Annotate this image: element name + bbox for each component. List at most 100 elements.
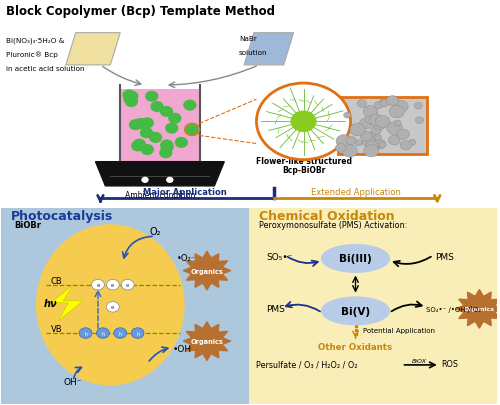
Circle shape — [184, 101, 196, 111]
Circle shape — [371, 127, 381, 135]
Circle shape — [416, 117, 424, 124]
Text: Other Oxidants: Other Oxidants — [318, 343, 392, 352]
Circle shape — [121, 280, 134, 290]
Circle shape — [371, 145, 378, 151]
Circle shape — [169, 114, 181, 124]
Text: Organics: Organics — [190, 268, 224, 274]
Circle shape — [357, 100, 366, 108]
Text: PMS: PMS — [435, 252, 454, 261]
Circle shape — [142, 178, 148, 183]
Circle shape — [386, 96, 398, 107]
Text: Bi(V): Bi(V) — [341, 306, 370, 316]
Circle shape — [376, 116, 390, 128]
Circle shape — [344, 113, 351, 119]
FancyBboxPatch shape — [249, 209, 496, 404]
Circle shape — [386, 123, 402, 135]
Circle shape — [146, 92, 158, 102]
Circle shape — [366, 133, 377, 143]
Circle shape — [389, 106, 404, 119]
Polygon shape — [456, 290, 500, 328]
Circle shape — [142, 119, 153, 128]
Circle shape — [161, 141, 172, 150]
Text: BiOBr: BiOBr — [14, 221, 41, 230]
Text: SO₅•⁻: SO₅•⁻ — [266, 252, 293, 261]
Circle shape — [123, 91, 135, 100]
Text: Bcp-BiOBr: Bcp-BiOBr — [282, 166, 325, 175]
Text: Peroxymonosulfate (PMS) Activation:: Peroxymonosulfate (PMS) Activation: — [259, 221, 407, 230]
Text: Block Copolymer (Bcp) Template Method: Block Copolymer (Bcp) Template Method — [6, 5, 276, 18]
Circle shape — [373, 120, 386, 130]
Circle shape — [126, 92, 138, 102]
Text: Ambient condition: Ambient condition — [124, 190, 195, 199]
Text: Persulfate / O₃ / H₂O₂ / O₂: Persulfate / O₃ / H₂O₂ / O₂ — [256, 359, 358, 368]
Text: in acetic acid solution: in acetic acid solution — [6, 66, 85, 72]
Circle shape — [363, 106, 377, 117]
Polygon shape — [183, 252, 230, 290]
Circle shape — [370, 115, 384, 126]
Text: Flower-like structured: Flower-like structured — [256, 156, 352, 165]
Circle shape — [374, 135, 382, 141]
Circle shape — [342, 145, 357, 158]
Circle shape — [151, 102, 163, 112]
Text: O₂: O₂ — [150, 227, 162, 237]
Polygon shape — [244, 34, 294, 66]
Circle shape — [365, 115, 378, 125]
Circle shape — [166, 124, 177, 134]
Circle shape — [354, 141, 362, 147]
Circle shape — [350, 124, 365, 136]
Circle shape — [360, 119, 372, 129]
Text: h: h — [118, 331, 122, 336]
Text: ROS: ROS — [441, 359, 458, 368]
FancyBboxPatch shape — [2, 209, 249, 404]
Circle shape — [134, 119, 146, 129]
Text: h: h — [102, 331, 104, 336]
Ellipse shape — [321, 244, 390, 273]
Text: Bi(NO₃)₃·5H₂O &: Bi(NO₃)₃·5H₂O & — [6, 38, 64, 44]
Circle shape — [374, 102, 383, 109]
Circle shape — [176, 138, 187, 148]
Text: Potential Application: Potential Application — [363, 327, 435, 333]
Circle shape — [96, 328, 110, 339]
Circle shape — [114, 328, 126, 339]
Circle shape — [365, 142, 378, 153]
Circle shape — [124, 95, 136, 104]
Circle shape — [397, 130, 409, 140]
Circle shape — [362, 137, 375, 147]
Circle shape — [400, 141, 411, 151]
Text: CB: CB — [51, 276, 62, 285]
Polygon shape — [51, 285, 83, 321]
Circle shape — [394, 121, 402, 126]
Polygon shape — [96, 162, 224, 186]
Circle shape — [186, 125, 198, 135]
Circle shape — [346, 137, 356, 145]
FancyBboxPatch shape — [338, 98, 428, 154]
Circle shape — [414, 103, 422, 110]
Text: Chemical Oxidation: Chemical Oxidation — [259, 210, 394, 223]
Circle shape — [291, 112, 316, 132]
Text: solution: solution — [239, 50, 268, 55]
Circle shape — [380, 100, 388, 108]
Circle shape — [161, 143, 173, 152]
Circle shape — [256, 84, 350, 160]
Text: Photocatalysis: Photocatalysis — [12, 210, 114, 223]
Ellipse shape — [36, 225, 184, 386]
Ellipse shape — [321, 296, 390, 326]
Circle shape — [380, 100, 388, 106]
Text: Pluronic® Bcp: Pluronic® Bcp — [6, 52, 58, 58]
Polygon shape — [183, 322, 230, 360]
Circle shape — [106, 302, 120, 312]
Text: Bi(III): Bi(III) — [339, 254, 372, 264]
Circle shape — [394, 101, 408, 113]
Circle shape — [379, 143, 386, 148]
Circle shape — [364, 145, 378, 158]
Circle shape — [366, 108, 378, 117]
Circle shape — [79, 328, 92, 339]
Circle shape — [360, 132, 372, 142]
Text: NaBr: NaBr — [239, 36, 257, 42]
Text: Organics: Organics — [190, 338, 224, 344]
Circle shape — [336, 144, 346, 153]
Text: VB: VB — [51, 324, 62, 333]
Circle shape — [131, 328, 144, 339]
Text: hν: hν — [44, 298, 57, 308]
Text: Organics: Organics — [464, 307, 495, 311]
